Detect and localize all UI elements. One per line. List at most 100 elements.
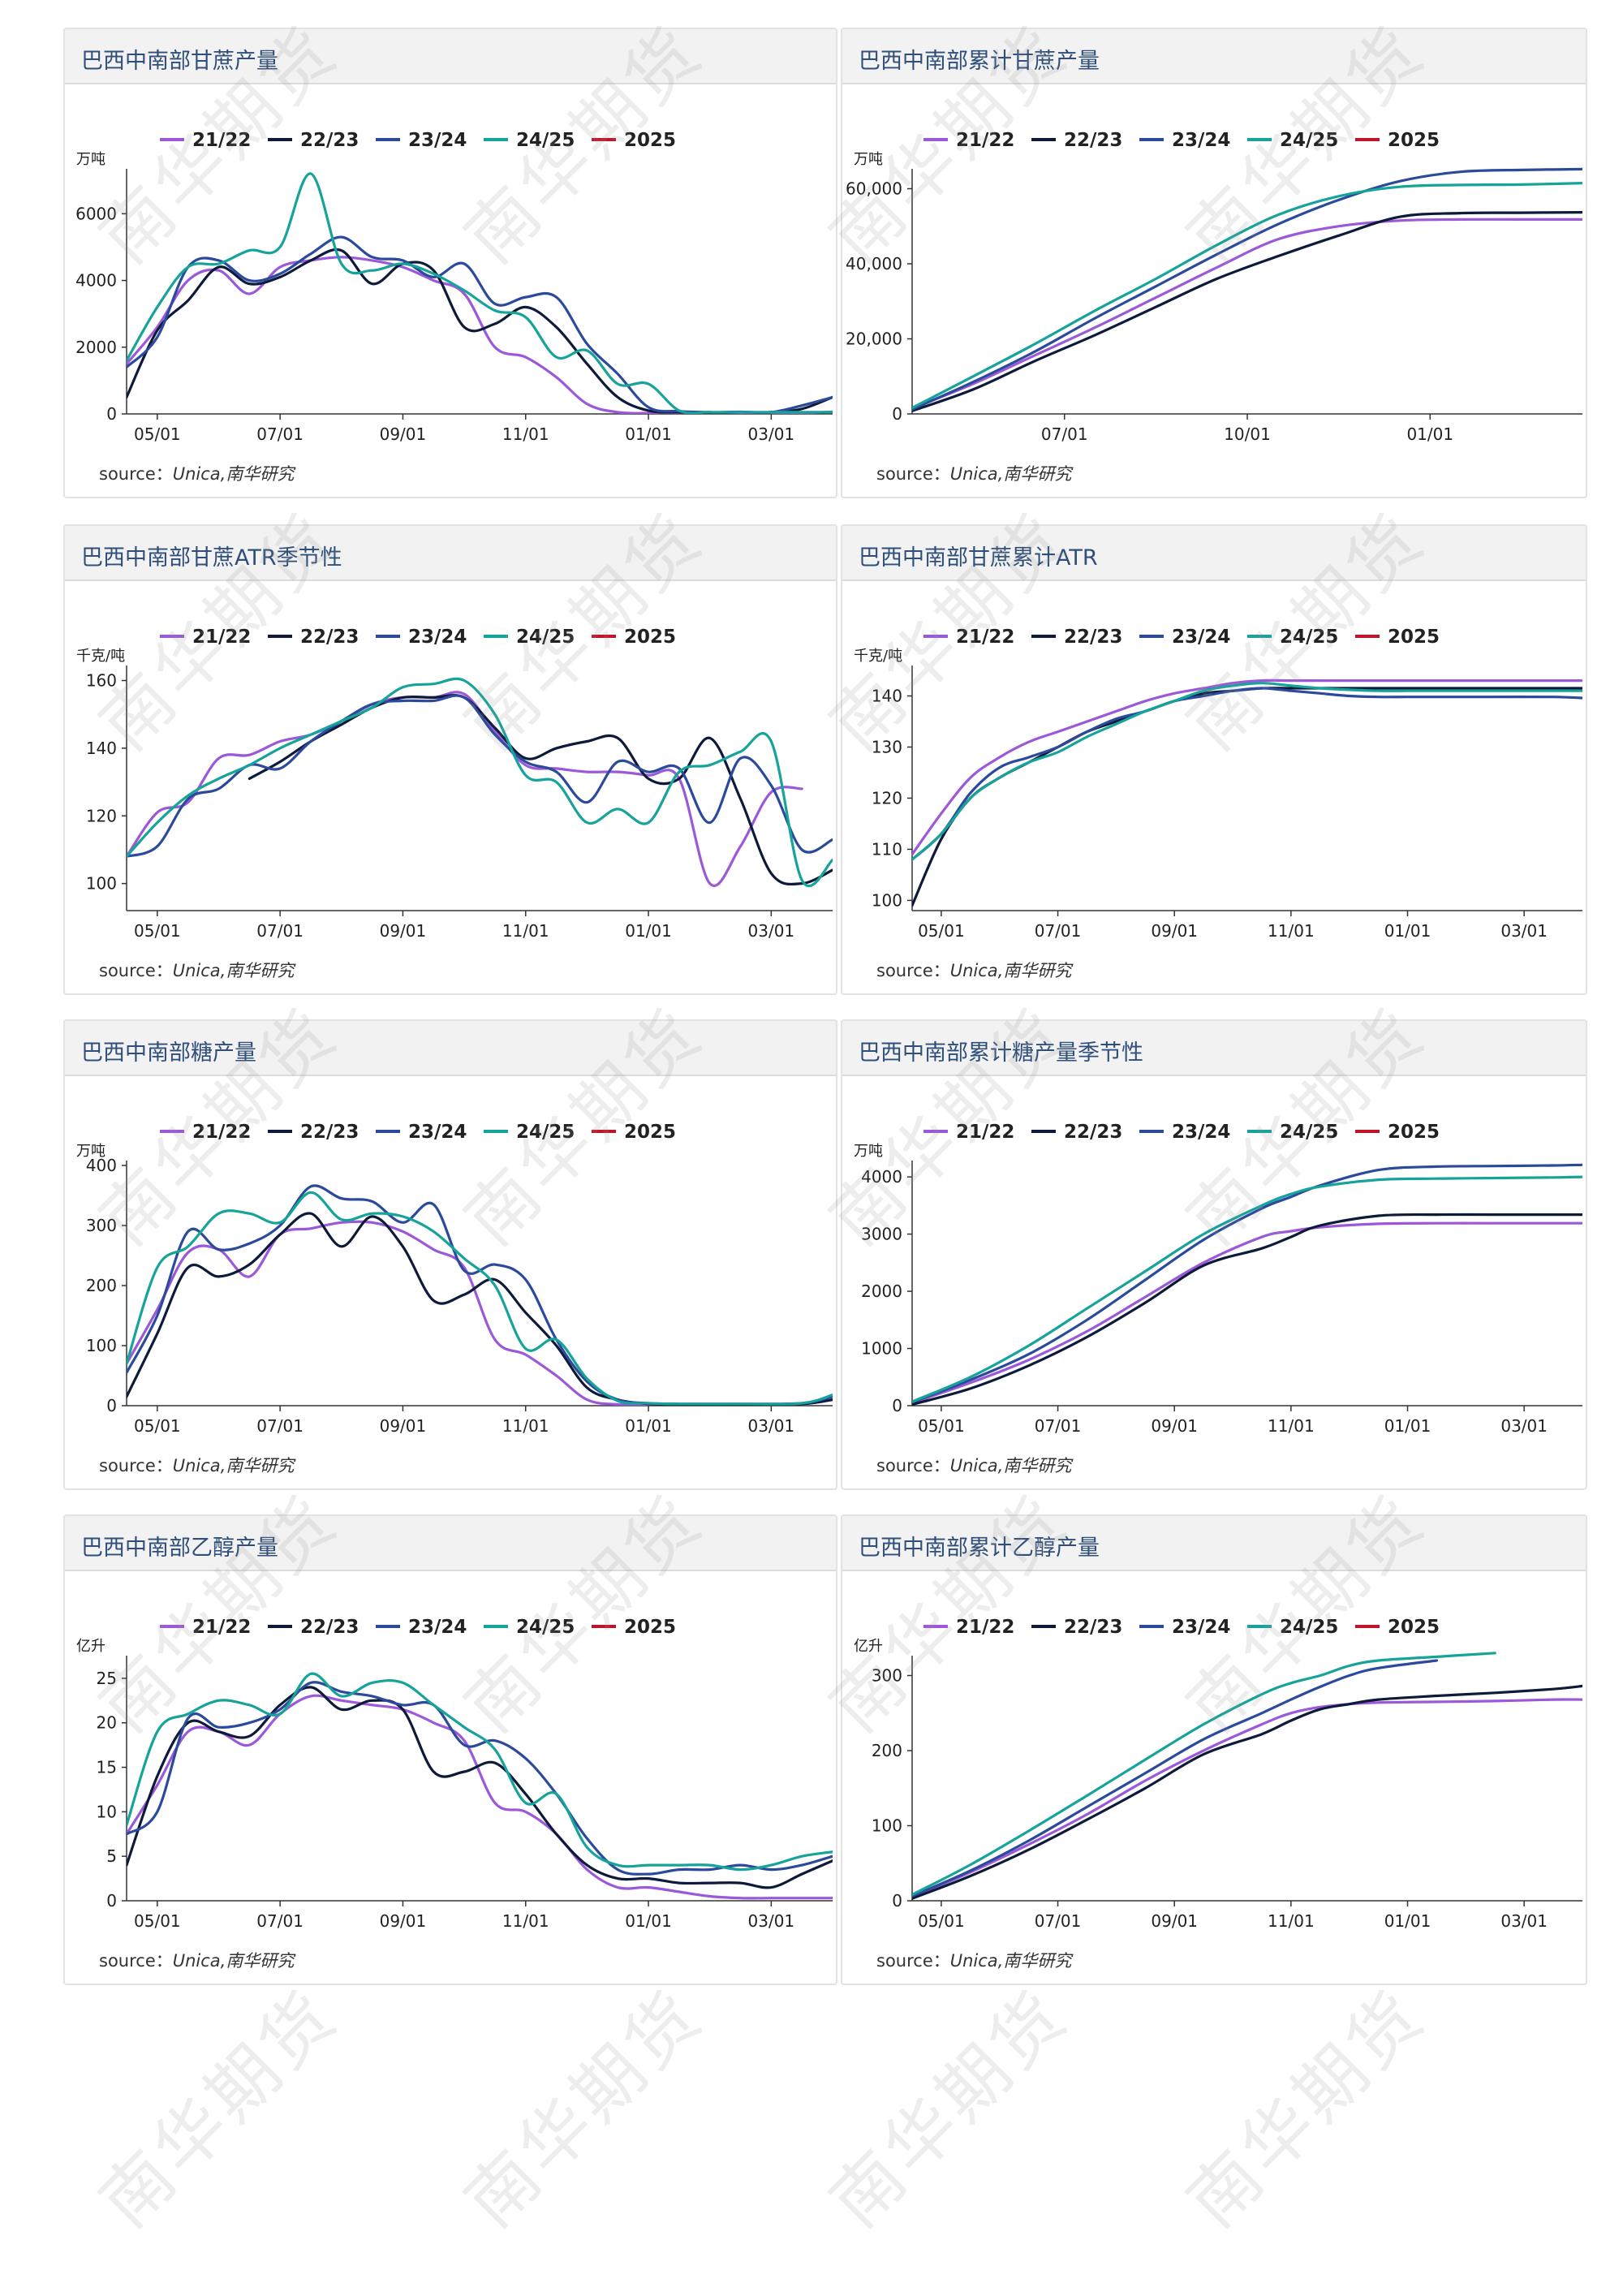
x-tick-label: 05/01 xyxy=(134,921,181,941)
y-tick-label: 0 xyxy=(106,1396,117,1415)
series-line-22-23 xyxy=(248,694,833,886)
x-tick-label: 05/01 xyxy=(918,1416,965,1436)
source-text: Unica,南华研究 xyxy=(172,1951,295,1971)
x-tick-label: 01/01 xyxy=(1384,1416,1431,1436)
chart-title: 巴西中南部甘蔗产量 xyxy=(81,49,278,74)
y-tick-label: 0 xyxy=(106,404,117,424)
chart-svg: 21/22 22/23 23/24 24/25 2025 万吨 0 20,000 40,000 6… xyxy=(846,130,1582,444)
legend-label-4: 2025 xyxy=(624,627,676,648)
y-tick-label: 20,000 xyxy=(846,330,902,349)
x-tick-label: 05/01 xyxy=(134,1911,181,1931)
y-tick-label: 200 xyxy=(872,1741,902,1760)
x-tick-label: 07/01 xyxy=(256,921,304,941)
y-tick-label: 10 xyxy=(97,1802,117,1821)
x-tick-label: 03/01 xyxy=(748,1911,795,1931)
legend-label-2: 23/24 xyxy=(1172,627,1230,648)
legend-label-4: 2025 xyxy=(624,130,676,151)
x-tick-label: 01/01 xyxy=(625,1911,672,1931)
x-tick-label: 07/01 xyxy=(1035,1416,1082,1436)
legend-label-2: 23/24 xyxy=(1172,1617,1230,1638)
source-text: Unica,南华研究 xyxy=(172,961,295,980)
series-line-21-22 xyxy=(912,1221,1582,1405)
x-tick-label: 01/01 xyxy=(625,1416,672,1436)
y-tick-label: 140 xyxy=(86,739,117,758)
x-tick-label: 03/01 xyxy=(748,424,795,444)
source-prefix: source： xyxy=(99,464,173,484)
y-tick-label: 140 xyxy=(872,686,902,705)
x-tick-label: 01/01 xyxy=(625,424,672,444)
x-tick-label: 11/01 xyxy=(502,424,549,444)
legend-label-1: 22/23 xyxy=(1064,1617,1122,1638)
y-tick-label: 130 xyxy=(872,737,902,756)
series-line-23-24 xyxy=(127,1184,833,1406)
chart-svg: 21/22 22/23 23/24 24/25 2025 万吨 0 100 200 300 400 0… xyxy=(76,1122,833,1436)
y-tick-label: 3000 xyxy=(861,1225,902,1244)
source-prefix: source： xyxy=(99,961,173,980)
chart-header: 巴西中南部累计糖产量季节性 xyxy=(842,1021,1586,1076)
x-tick-label: 11/01 xyxy=(1268,921,1315,941)
legend-label-3: 24/25 xyxy=(1280,130,1338,151)
x-tick-label: 03/01 xyxy=(748,921,795,941)
x-tick-label: 07/01 xyxy=(1041,424,1088,444)
legend-label-3: 24/25 xyxy=(516,1617,575,1638)
x-tick-label: 07/01 xyxy=(256,1416,304,1436)
series-line-23-24 xyxy=(912,167,1582,411)
x-tick-label: 09/01 xyxy=(1151,1911,1198,1931)
x-tick-label: 03/01 xyxy=(1500,1911,1548,1931)
chart-header: 巴西中南部累计甘蔗产量 xyxy=(842,29,1586,84)
x-tick-label: 05/01 xyxy=(918,1911,965,1931)
watermark-text: 南华期货 xyxy=(815,1975,1084,2243)
y-tick-label: 120 xyxy=(872,788,902,808)
y-tick-label: 4000 xyxy=(861,1167,902,1187)
watermark-text: 南华期货 xyxy=(450,1975,719,2243)
y-axis-unit: 亿升 xyxy=(76,1638,105,1655)
chart-panel-ethanol: 巴西中南部乙醇产量 21/22 22/23 23/24 24/25 2025 亿升 0 5 10 1… xyxy=(63,1514,837,1985)
chart-header: 巴西中南部甘蔗累计ATR xyxy=(842,526,1586,581)
series-line-22-23 xyxy=(127,1686,833,1889)
chart-header: 巴西中南部乙醇产量 xyxy=(65,1516,836,1571)
series-line-24-25 xyxy=(912,682,1582,861)
y-tick-label: 2000 xyxy=(861,1282,902,1301)
source-text: Unica,南华研究 xyxy=(172,1456,295,1475)
source-note: source：Unica,南华研究 xyxy=(99,461,294,485)
x-tick-label: 11/01 xyxy=(502,1911,549,1931)
x-tick-label: 01/01 xyxy=(625,921,672,941)
legend-label-4: 2025 xyxy=(1388,1122,1440,1143)
x-tick-label: 01/01 xyxy=(1406,424,1453,444)
y-axis-unit: 千克/吨 xyxy=(854,648,902,665)
y-axis-unit: 万吨 xyxy=(76,1143,105,1160)
chart-header: 巴西中南部糖产量 xyxy=(65,1021,836,1076)
x-tick-label: 11/01 xyxy=(1268,1416,1315,1436)
series-line-22-23 xyxy=(127,1212,833,1406)
series-line-24-25 xyxy=(127,1191,833,1406)
series-line-21-22 xyxy=(127,691,803,887)
x-tick-label: 09/01 xyxy=(1151,1416,1198,1436)
source-note: source：Unica,南华研究 xyxy=(99,1453,294,1477)
y-tick-label: 0 xyxy=(892,1396,902,1415)
legend-label-4: 2025 xyxy=(1388,1617,1440,1638)
series-line-24-25 xyxy=(127,172,833,414)
legend-label-1: 22/23 xyxy=(300,1122,359,1143)
source-note: source：Unica,南华研究 xyxy=(99,1948,294,1972)
x-tick-label: 07/01 xyxy=(1035,1911,1082,1931)
series-line-22-23 xyxy=(912,211,1582,412)
series-line-22-23 xyxy=(127,248,833,414)
y-tick-label: 40,000 xyxy=(846,254,902,274)
series-line-21-22 xyxy=(127,1694,833,1900)
chart-title: 巴西中南部甘蔗ATR季节性 xyxy=(81,545,342,571)
y-axis-unit: 千克/吨 xyxy=(76,648,125,665)
legend-label-1: 22/23 xyxy=(1064,1122,1122,1143)
source-prefix: source： xyxy=(99,1951,173,1971)
y-axis-unit: 万吨 xyxy=(854,151,883,168)
x-tick-label: 01/01 xyxy=(1384,1911,1431,1931)
x-tick-label: 11/01 xyxy=(502,921,549,941)
chart-svg: 21/22 22/23 23/24 24/25 2025 千克/吨 100 110 120 130… xyxy=(854,627,1582,941)
source-note: source：Unica,南华研究 xyxy=(876,461,1071,485)
source-note: source：Unica,南华研究 xyxy=(876,1948,1071,1972)
chart-header: 巴西中南部甘蔗产量 xyxy=(65,29,836,84)
series-line-24-25 xyxy=(912,182,1582,410)
y-tick-label: 100 xyxy=(86,874,117,894)
x-tick-label: 09/01 xyxy=(380,1911,427,1931)
chart-panel-atr_cum: 巴西中南部甘蔗累计ATR 21/22 22/23 23/24 24/25 2025 千克/吨… xyxy=(841,524,1587,995)
y-tick-label: 120 xyxy=(86,806,117,825)
